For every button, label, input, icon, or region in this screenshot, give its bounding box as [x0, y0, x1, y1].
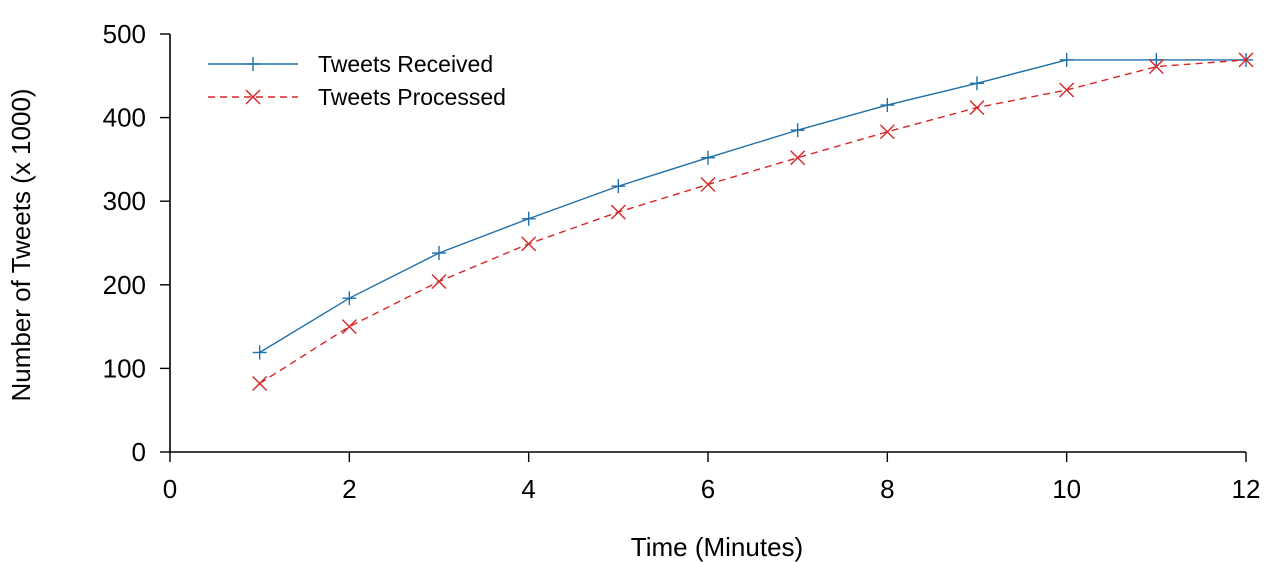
data-point-tweets-received: [252, 345, 267, 360]
data-point-tweets-processed: [790, 150, 806, 166]
x-tick-label: 0: [163, 474, 177, 504]
y-axis-label: Number of Tweets (x 1000): [6, 88, 36, 401]
legend-label-tweets-processed: Tweets Processed: [318, 84, 506, 110]
legend-marker-tweets-processed: [245, 89, 261, 105]
data-point-tweets-processed: [252, 375, 268, 391]
data-point-tweets-received: [880, 98, 895, 113]
series-line-tweets-processed: [259, 59, 1247, 385]
legend-marker-symbol: [245, 89, 261, 105]
data-point-tweets-received: [970, 76, 984, 91]
data-point-tweets-processed: [879, 124, 895, 140]
y-tick-label: 200: [103, 270, 146, 300]
data-point-tweets-processed: [341, 319, 357, 335]
y-tick-label: 100: [103, 353, 146, 383]
x-tick-label: 6: [701, 474, 715, 504]
data-point-tweets-received: [611, 179, 626, 194]
x-tick-label: 2: [342, 474, 356, 504]
data-point-tweets-processed: [1238, 52, 1254, 68]
x-tick-label: 10: [1052, 474, 1081, 504]
data-point-tweets-received: [701, 150, 715, 165]
y-tick-label: 500: [103, 19, 146, 49]
x-tick-label: 4: [521, 474, 535, 504]
ticks: 0 2 4 6 8 10 12 0 100 200 300 400 500: [103, 19, 1261, 504]
data-point-tweets-received: [790, 123, 805, 138]
legend-marker-tweets-received: [246, 57, 260, 71]
data-point-tweets-processed: [610, 204, 626, 220]
data-point-tweets-processed: [1148, 59, 1164, 75]
data-point-tweets-processed: [1059, 82, 1075, 98]
data-point-tweets-received: [432, 246, 446, 261]
y-tick-label: 0: [132, 437, 146, 467]
data-point-tweets-received: [1059, 52, 1074, 67]
data-point-tweets-processed: [969, 100, 985, 116]
series-layer: [252, 52, 1254, 391]
legend-label-tweets-received: Tweets Received: [318, 51, 493, 77]
legend-marker-symbol: [246, 57, 260, 71]
data-point-tweets-processed: [700, 176, 716, 192]
x-tick-label: 8: [880, 474, 894, 504]
x-tick-label: 12: [1232, 474, 1261, 504]
y-tick-label: 300: [103, 186, 146, 216]
legend: Tweets Received Tweets Processed: [208, 51, 506, 110]
data-point-tweets-received: [342, 291, 357, 306]
data-point-tweets-received: [521, 211, 536, 226]
x-axis-label: Time (Minutes): [631, 532, 803, 562]
data-point-tweets-processed: [431, 273, 447, 289]
data-point-tweets-received: [1149, 52, 1164, 67]
data-point-tweets-processed: [521, 236, 537, 252]
series-line-tweets-received: [259, 59, 1246, 354]
y-tick-label: 400: [103, 103, 146, 133]
